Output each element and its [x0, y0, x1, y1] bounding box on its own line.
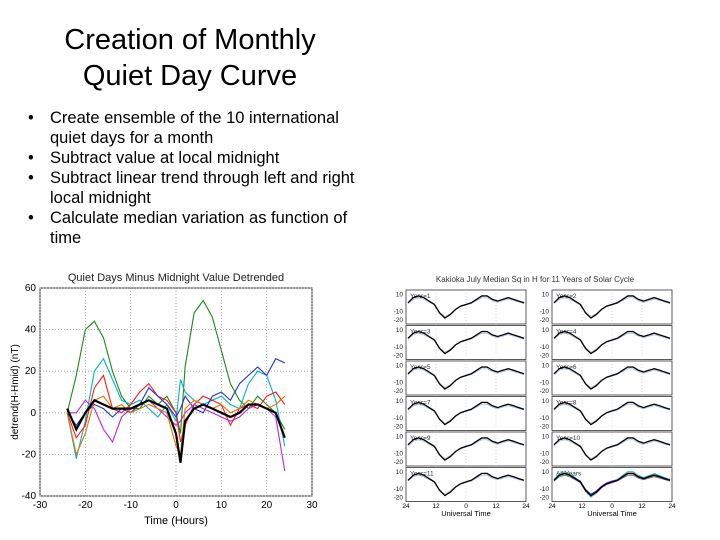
panel-y-tick-label: -10 — [540, 344, 550, 351]
panel-median-line — [407, 472, 525, 497]
panel-y-tick-label: -20 — [540, 494, 550, 501]
panel-x-tick-label: 24 — [402, 503, 410, 510]
panel-x-tick-label: 24 — [522, 503, 530, 510]
panel-y-tick-label: 10 — [542, 291, 550, 298]
bullet-list: Create ensemble of the 10 international … — [28, 108, 358, 248]
bullet-item: Subtract value at local midnight — [28, 148, 358, 168]
x-tick-label: -20 — [78, 500, 93, 511]
panel-median-line — [553, 401, 671, 426]
panel-median-line — [407, 437, 525, 461]
panel-frame — [551, 325, 673, 360]
y-tick-label: 0 — [30, 408, 36, 419]
panel-median-line — [407, 401, 525, 426]
panel-x-axis-label: Universal Time — [587, 509, 637, 518]
series-line-3 — [66, 357, 286, 427]
panel-y-tick-label: -20 — [394, 423, 404, 430]
panel-y-tick-label: -10 — [540, 415, 550, 422]
panel-y-tick-label: -20 — [394, 459, 404, 466]
panel-y-tick-label: -10 — [540, 379, 550, 386]
x-tick-label: -30 — [33, 500, 48, 511]
panel-y-tick-label: -10 — [394, 415, 404, 422]
panel-y-tick-label: -10 — [394, 344, 404, 351]
x-tick-label: 20 — [261, 500, 273, 511]
panel-y-tick-label: -10 — [394, 308, 404, 315]
panel-median-line — [553, 437, 671, 461]
panel-median-line — [553, 295, 671, 319]
panel-median-line — [407, 366, 525, 390]
panel-y-tick-label: 10 — [396, 327, 404, 334]
plot-frame — [39, 287, 313, 497]
panel-x-tick-label: 24 — [548, 503, 556, 510]
y-tick-label: 20 — [25, 366, 37, 377]
panel-median-line — [407, 330, 525, 355]
panel-y-tick-label: -10 — [394, 450, 404, 457]
panel-x-tick-label: 12 — [638, 503, 646, 510]
panel-y-tick-label: -20 — [394, 494, 404, 501]
panel-y-tick-label: 10 — [396, 398, 404, 405]
panel-frame — [551, 467, 673, 502]
panel-y-tick-label: 10 — [542, 433, 550, 440]
x-tick-label: 0 — [173, 500, 179, 511]
panel-y-tick-label: -20 — [540, 317, 550, 324]
panel-frame — [551, 396, 673, 431]
series-line-4 — [67, 399, 286, 472]
panel-y-tick-label: -20 — [394, 388, 404, 395]
series-line-6 — [66, 398, 286, 463]
panel-y-tick-label: -10 — [540, 308, 550, 315]
panel-median-line — [553, 366, 671, 390]
panel-frame — [551, 360, 673, 396]
y-tick-label: 60 — [25, 283, 37, 294]
slide-title-line-1: Creation of Monthly — [64, 24, 316, 56]
panel-y-tick-label: -10 — [540, 486, 550, 493]
quiet-days-chart: Quiet Days Minus Midnight Value Detrende… — [10, 272, 318, 527]
panel-y-tick-label: 10 — [542, 469, 550, 476]
y-tick-label: -40 — [22, 491, 37, 502]
y-tick-label: -20 — [22, 449, 37, 460]
slide-title: Creation of Monthly Quiet Day Curve — [40, 22, 340, 94]
x-tick-label: -10 — [123, 500, 138, 511]
panel-y-tick-label: 10 — [542, 327, 550, 334]
x-axis-label: Time (Hours) — [144, 515, 208, 527]
panel-y-tick-label: -20 — [540, 388, 550, 395]
chart-title: Quiet Days Minus Midnight Value Detrende… — [68, 272, 284, 284]
panel-y-tick-label: -10 — [540, 450, 550, 457]
bullet-item: Calculate median variation as function o… — [28, 208, 358, 248]
y-axis-label: detrend(H-Hmid) (nT) — [10, 344, 21, 440]
panel-y-tick-label: -20 — [540, 352, 550, 359]
slide-title-line-2: Quiet Day Curve — [82, 60, 298, 92]
panel-median-line — [553, 472, 671, 497]
panel-y-tick-label: 10 — [396, 291, 404, 298]
panel-y-tick-label: -10 — [394, 486, 404, 493]
panel-y-tick-label: -20 — [394, 352, 404, 359]
panel-x-tick-label: 12 — [432, 503, 440, 510]
x-tick-label: 30 — [306, 500, 318, 511]
bullet-item: Subtract linear trend through left and r… — [28, 168, 358, 208]
panel-x-tick-label: 24 — [668, 503, 676, 510]
panel-frame — [405, 289, 527, 325]
panel-x-tick-label: 12 — [492, 503, 500, 510]
panel-x-tick-label: 0 — [610, 503, 614, 510]
panel-y-tick-label: -10 — [394, 379, 404, 386]
panel-frame — [405, 396, 527, 431]
panels-title: Kakioka July Median Sq in H for 11 Years… — [436, 275, 635, 284]
panel-y-tick-label: -20 — [540, 459, 550, 466]
panel-x-axis-label: Universal Time — [441, 509, 491, 518]
y-tick-label: 40 — [25, 325, 37, 336]
panel-y-tick-label: -20 — [540, 423, 550, 430]
bullet-item: Create ensemble of the 10 international … — [28, 108, 358, 148]
panel-y-tick-label: 10 — [396, 362, 404, 369]
panel-y-tick-label: -20 — [394, 317, 404, 324]
panel-median-line — [553, 330, 671, 355]
panel-y-tick-label: 10 — [542, 398, 550, 405]
panel-median-line — [407, 295, 525, 319]
panel-x-tick-label: 0 — [464, 503, 468, 510]
panel-y-tick-label: 10 — [396, 469, 404, 476]
panel-y-tick-label: 10 — [396, 433, 404, 440]
panel-x-tick-label: 12 — [578, 503, 586, 510]
x-tick-label: 10 — [216, 500, 228, 511]
series-line-1 — [66, 357, 286, 459]
kakioka-panels-chart: Kakioka July Median Sq in H for 11 Years… — [394, 275, 676, 518]
panel-y-tick-label: 10 — [542, 362, 550, 369]
